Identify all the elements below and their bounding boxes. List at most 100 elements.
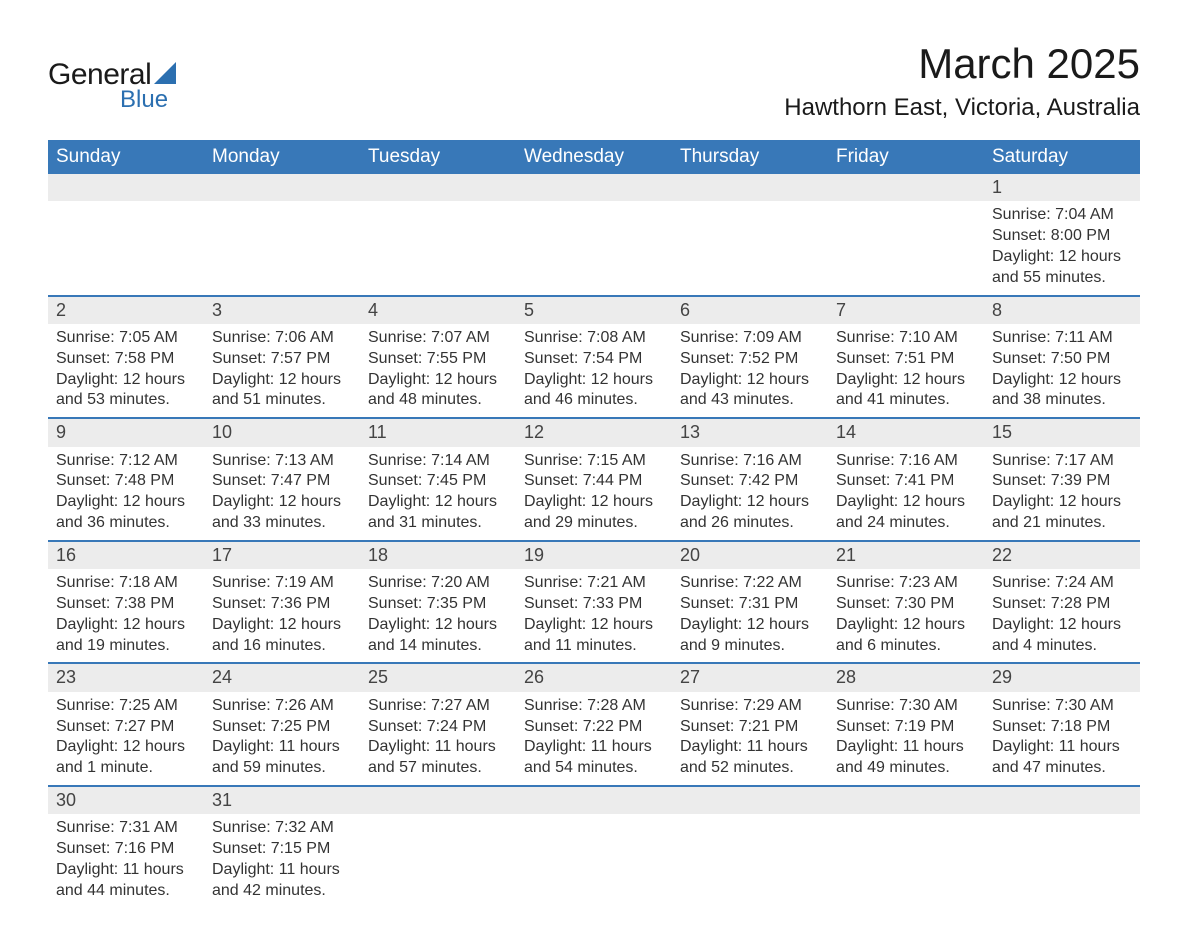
day-number-row: 9101112131415 bbox=[48, 418, 1140, 446]
day-number: 27 bbox=[672, 663, 828, 691]
day-number bbox=[984, 786, 1140, 814]
day-number: 22 bbox=[984, 541, 1140, 569]
day-number: 16 bbox=[48, 541, 204, 569]
daylight-line: Daylight: 11 hours and 59 minutes. bbox=[212, 737, 352, 779]
day-number: 25 bbox=[360, 663, 516, 691]
day-number bbox=[360, 174, 516, 201]
day-detail bbox=[204, 201, 360, 295]
sunset-line: Sunset: 7:45 PM bbox=[368, 471, 508, 492]
day-detail: Sunrise: 7:26 AMSunset: 7:25 PMDaylight:… bbox=[204, 692, 360, 786]
sunset-line: Sunset: 7:55 PM bbox=[368, 349, 508, 370]
sunset-line: Sunset: 7:39 PM bbox=[992, 471, 1132, 492]
sunrise-line: Sunrise: 7:32 AM bbox=[212, 818, 352, 839]
sunset-line: Sunset: 7:31 PM bbox=[680, 594, 820, 615]
day-detail bbox=[672, 201, 828, 295]
daylight-line: Daylight: 11 hours and 57 minutes. bbox=[368, 737, 508, 779]
daylight-line: Daylight: 12 hours and 51 minutes. bbox=[212, 370, 352, 412]
day-detail: Sunrise: 7:17 AMSunset: 7:39 PMDaylight:… bbox=[984, 447, 1140, 541]
daylight-line: Daylight: 12 hours and 29 minutes. bbox=[524, 492, 664, 534]
day-detail: Sunrise: 7:23 AMSunset: 7:30 PMDaylight:… bbox=[828, 569, 984, 663]
daylight-line: Daylight: 12 hours and 41 minutes. bbox=[836, 370, 976, 412]
sunrise-line: Sunrise: 7:15 AM bbox=[524, 451, 664, 472]
day-detail: Sunrise: 7:24 AMSunset: 7:28 PMDaylight:… bbox=[984, 569, 1140, 663]
day-detail-row: Sunrise: 7:12 AMSunset: 7:48 PMDaylight:… bbox=[48, 447, 1140, 541]
day-detail: Sunrise: 7:21 AMSunset: 7:33 PMDaylight:… bbox=[516, 569, 672, 663]
sunset-line: Sunset: 7:30 PM bbox=[836, 594, 976, 615]
sunrise-line: Sunrise: 7:25 AM bbox=[56, 696, 196, 717]
sunrise-line: Sunrise: 7:12 AM bbox=[56, 451, 196, 472]
day-number-row: 1 bbox=[48, 174, 1140, 201]
daylight-line: Daylight: 12 hours and 53 minutes. bbox=[56, 370, 196, 412]
sunset-line: Sunset: 7:22 PM bbox=[524, 717, 664, 738]
sunset-line: Sunset: 7:36 PM bbox=[212, 594, 352, 615]
weekday-header: Thursday bbox=[672, 140, 828, 174]
daylight-line: Daylight: 12 hours and 1 minute. bbox=[56, 737, 196, 779]
day-number: 28 bbox=[828, 663, 984, 691]
sunrise-line: Sunrise: 7:10 AM bbox=[836, 328, 976, 349]
daylight-line: Daylight: 12 hours and 31 minutes. bbox=[368, 492, 508, 534]
sunset-line: Sunset: 7:35 PM bbox=[368, 594, 508, 615]
day-detail: Sunrise: 7:28 AMSunset: 7:22 PMDaylight:… bbox=[516, 692, 672, 786]
sunset-line: Sunset: 7:18 PM bbox=[992, 717, 1132, 738]
sunset-line: Sunset: 7:42 PM bbox=[680, 471, 820, 492]
day-detail: Sunrise: 7:16 AMSunset: 7:42 PMDaylight:… bbox=[672, 447, 828, 541]
daylight-line: Daylight: 12 hours and 19 minutes. bbox=[56, 615, 196, 657]
day-number-row: 23242526272829 bbox=[48, 663, 1140, 691]
day-number: 19 bbox=[516, 541, 672, 569]
day-number bbox=[828, 174, 984, 201]
day-detail bbox=[48, 201, 204, 295]
logo-text-sub: Blue bbox=[120, 86, 184, 114]
day-detail bbox=[828, 201, 984, 295]
daylight-line: Daylight: 12 hours and 36 minutes. bbox=[56, 492, 196, 534]
day-number: 15 bbox=[984, 418, 1140, 446]
sunrise-line: Sunrise: 7:14 AM bbox=[368, 451, 508, 472]
day-number bbox=[516, 174, 672, 201]
day-detail: Sunrise: 7:08 AMSunset: 7:54 PMDaylight:… bbox=[516, 324, 672, 418]
day-number: 24 bbox=[204, 663, 360, 691]
daylight-line: Daylight: 12 hours and 38 minutes. bbox=[992, 370, 1132, 412]
daylight-line: Daylight: 12 hours and 48 minutes. bbox=[368, 370, 508, 412]
day-number: 13 bbox=[672, 418, 828, 446]
daylight-line: Daylight: 12 hours and 46 minutes. bbox=[524, 370, 664, 412]
daylight-line: Daylight: 11 hours and 52 minutes. bbox=[680, 737, 820, 779]
weekday-header: Friday bbox=[828, 140, 984, 174]
day-number: 17 bbox=[204, 541, 360, 569]
daylight-line: Daylight: 12 hours and 9 minutes. bbox=[680, 615, 820, 657]
sunrise-line: Sunrise: 7:28 AM bbox=[524, 696, 664, 717]
sunset-line: Sunset: 7:28 PM bbox=[992, 594, 1132, 615]
day-detail bbox=[984, 814, 1140, 907]
header: General Blue March 2025 Hawthorn East, V… bbox=[48, 40, 1140, 122]
day-detail: Sunrise: 7:11 AMSunset: 7:50 PMDaylight:… bbox=[984, 324, 1140, 418]
sunrise-line: Sunrise: 7:23 AM bbox=[836, 573, 976, 594]
weekday-header: Sunday bbox=[48, 140, 204, 174]
day-number: 18 bbox=[360, 541, 516, 569]
day-detail bbox=[672, 814, 828, 907]
sunrise-line: Sunrise: 7:27 AM bbox=[368, 696, 508, 717]
day-number: 10 bbox=[204, 418, 360, 446]
day-detail: Sunrise: 7:32 AMSunset: 7:15 PMDaylight:… bbox=[204, 814, 360, 907]
weekday-header: Saturday bbox=[984, 140, 1140, 174]
day-detail: Sunrise: 7:27 AMSunset: 7:24 PMDaylight:… bbox=[360, 692, 516, 786]
day-number: 9 bbox=[48, 418, 204, 446]
day-number bbox=[360, 786, 516, 814]
day-number-row: 2345678 bbox=[48, 296, 1140, 324]
day-detail: Sunrise: 7:25 AMSunset: 7:27 PMDaylight:… bbox=[48, 692, 204, 786]
logo-sail-icon bbox=[154, 62, 184, 89]
daylight-line: Daylight: 12 hours and 43 minutes. bbox=[680, 370, 820, 412]
day-number: 21 bbox=[828, 541, 984, 569]
sunset-line: Sunset: 7:54 PM bbox=[524, 349, 664, 370]
daylight-line: Daylight: 12 hours and 21 minutes. bbox=[992, 492, 1132, 534]
sunrise-line: Sunrise: 7:05 AM bbox=[56, 328, 196, 349]
sunrise-line: Sunrise: 7:30 AM bbox=[992, 696, 1132, 717]
day-number: 12 bbox=[516, 418, 672, 446]
day-detail bbox=[360, 814, 516, 907]
sunrise-line: Sunrise: 7:26 AM bbox=[212, 696, 352, 717]
day-detail-row: Sunrise: 7:31 AMSunset: 7:16 PMDaylight:… bbox=[48, 814, 1140, 907]
calendar-table: SundayMondayTuesdayWednesdayThursdayFrid… bbox=[48, 140, 1140, 907]
day-detail: Sunrise: 7:04 AMSunset: 8:00 PMDaylight:… bbox=[984, 201, 1140, 295]
sunset-line: Sunset: 7:25 PM bbox=[212, 717, 352, 738]
daylight-line: Daylight: 12 hours and 55 minutes. bbox=[992, 247, 1132, 289]
day-detail: Sunrise: 7:05 AMSunset: 7:58 PMDaylight:… bbox=[48, 324, 204, 418]
sunrise-line: Sunrise: 7:21 AM bbox=[524, 573, 664, 594]
daylight-line: Daylight: 12 hours and 4 minutes. bbox=[992, 615, 1132, 657]
